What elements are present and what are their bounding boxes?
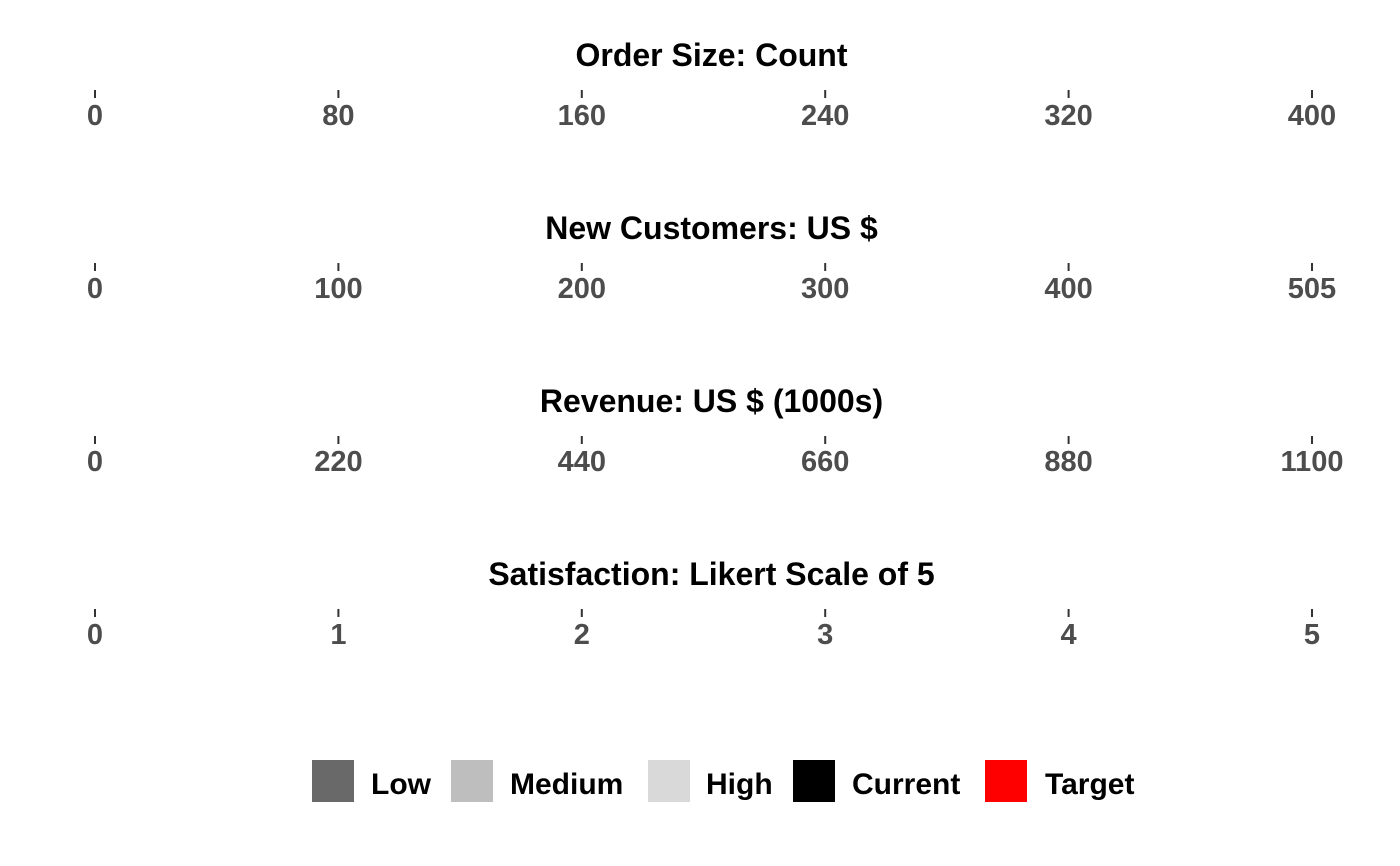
legend-key — [648, 760, 690, 802]
tick-label: 200 — [558, 273, 606, 305]
legend-label: Current — [852, 768, 960, 801]
tick-label: 1100 — [1281, 446, 1344, 478]
legend-key — [451, 760, 493, 802]
tick-label: 160 — [558, 100, 606, 132]
tick-label: 300 — [801, 273, 849, 305]
chart-legend: Low Medium High Current Target — [312, 760, 1134, 802]
legend-label: Target — [1045, 768, 1134, 801]
tick-label: 660 — [801, 446, 849, 478]
panel-title: Satisfaction: Likert Scale of 5 — [488, 556, 934, 592]
panel-title: Revenue: US $ (1000s) — [540, 383, 883, 419]
tick-label: 1 — [330, 619, 346, 651]
legend-key — [312, 760, 354, 802]
tick-label: 320 — [1044, 100, 1092, 132]
panel-2: New Customers: US $ 0 100 200 300 400 505 — [87, 210, 1336, 305]
tick-label: 400 — [1288, 100, 1336, 132]
tick-label: 440 — [558, 446, 606, 478]
tick-label: 80 — [322, 100, 354, 132]
tick-label: 5 — [1304, 619, 1320, 651]
legend-label: Low — [371, 768, 432, 801]
panel-4: Satisfaction: Likert Scale of 5 0 1 2 3 4 5 — [87, 556, 1320, 651]
legend-label: High — [706, 768, 773, 801]
legend-key — [985, 760, 1027, 802]
legend-key — [793, 760, 835, 802]
tick-label: 100 — [314, 273, 362, 305]
panel-3: Revenue: US $ (1000s) 0 220 440 660 880 1100 — [87, 383, 1344, 478]
panel-title: Order Size: Count — [575, 37, 847, 73]
tick-label: 240 — [801, 100, 849, 132]
panel-title: New Customers: US $ — [545, 210, 878, 246]
tick-label: 880 — [1044, 446, 1092, 478]
panel-1: Order Size: Count 0 80 160 240 320 400 — [87, 37, 1336, 132]
legend-item-current: Current — [793, 760, 960, 802]
legend-item-low: Low — [312, 760, 432, 802]
legend-item-high: High — [648, 760, 773, 802]
tick-label: 220 — [314, 446, 362, 478]
tick-label: 4 — [1061, 619, 1077, 651]
tick-label: 0 — [87, 619, 103, 651]
legend-item-target: Target — [985, 760, 1134, 802]
tick-label: 0 — [87, 446, 103, 478]
tick-label: 400 — [1044, 273, 1092, 305]
tick-label: 0 — [87, 273, 103, 305]
tick-label: 505 — [1288, 273, 1336, 305]
tick-label: 0 — [87, 100, 103, 132]
legend-label: Medium — [510, 768, 623, 801]
tick-label: 3 — [817, 619, 833, 651]
legend-item-medium: Medium — [451, 760, 623, 802]
tick-label: 2 — [574, 619, 590, 651]
